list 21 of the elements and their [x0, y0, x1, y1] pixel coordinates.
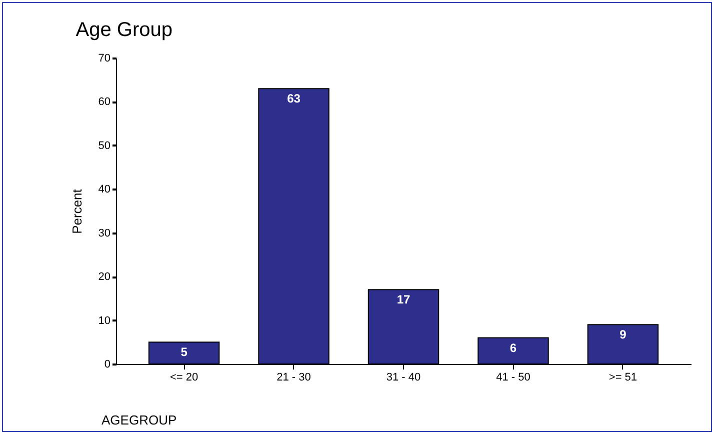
y-tick-label: 70 — [98, 52, 110, 64]
data-label: 17 — [396, 292, 410, 307]
data-label: 6 — [510, 340, 517, 355]
y-tick-label: 0 — [104, 358, 110, 370]
y-tick-label: 30 — [98, 227, 110, 240]
x-tick-label: 21 - 30 — [276, 372, 311, 384]
y-axis-title: Percent — [69, 188, 84, 234]
x-tick-label: >= 51 — [608, 372, 638, 384]
x-tick-label: 41 - 50 — [496, 372, 530, 384]
y-tick-label: 20 — [98, 271, 110, 284]
x-axis-title: AGEGROUP — [102, 412, 177, 428]
data-label: 63 — [287, 92, 301, 106]
chart-title: Age Group — [76, 19, 172, 41]
y-tick-label: 40 — [98, 184, 110, 196]
y-tick-label: 10 — [98, 314, 110, 327]
data-label: 9 — [620, 328, 627, 342]
data-label: 5 — [180, 345, 188, 360]
y-tick-label: 50 — [98, 140, 110, 152]
x-tick-label: 31 - 40 — [386, 372, 421, 384]
y-tick-label: 60 — [98, 96, 110, 108]
x-tick-label: <= 20 — [170, 372, 198, 384]
